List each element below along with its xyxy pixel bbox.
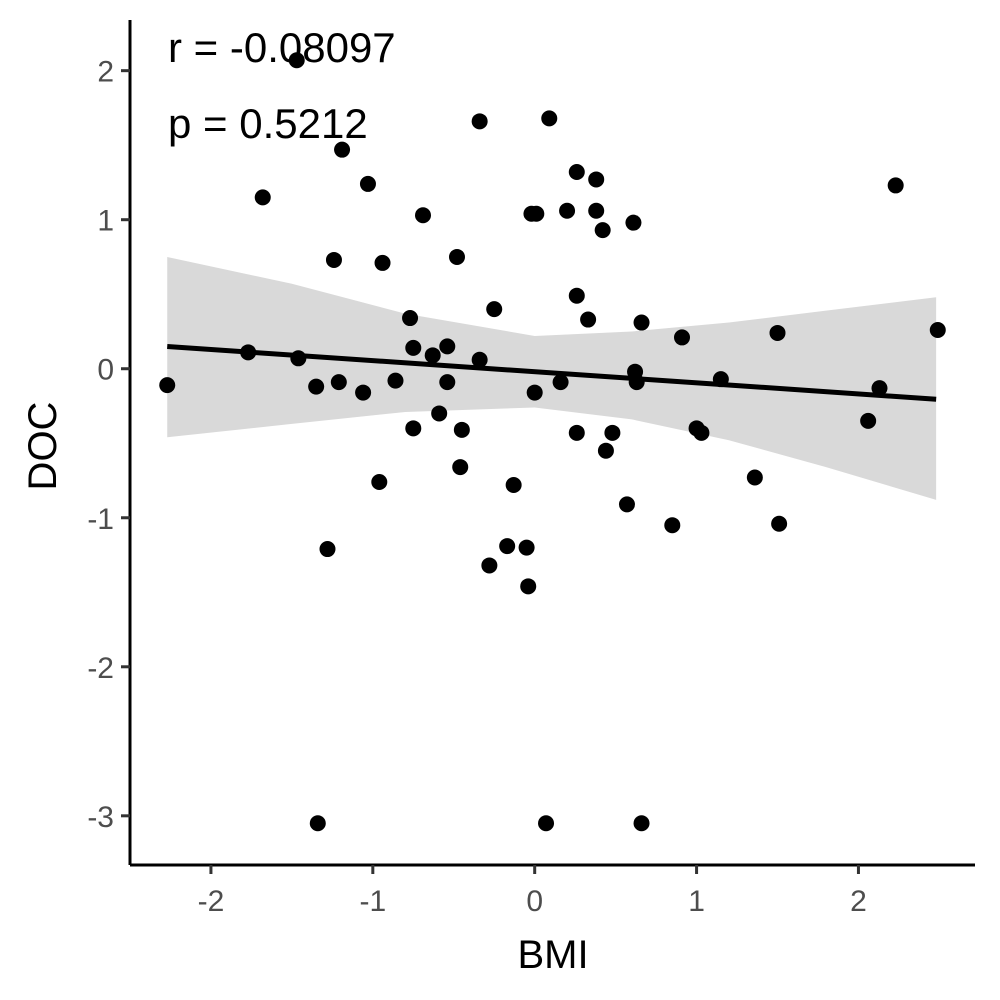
data-point xyxy=(439,374,456,391)
data-point xyxy=(588,202,605,219)
x-tick-label: 2 xyxy=(850,885,867,918)
data-point xyxy=(518,539,535,556)
data-point xyxy=(439,338,456,355)
data-point xyxy=(453,421,470,438)
data-point xyxy=(552,374,569,391)
data-point xyxy=(405,339,422,356)
data-point xyxy=(481,557,498,574)
data-point xyxy=(471,113,488,130)
data-point xyxy=(871,380,888,397)
x-tick-label: 0 xyxy=(526,885,543,918)
data-point xyxy=(528,205,545,222)
data-point xyxy=(371,473,388,490)
data-point xyxy=(860,412,877,429)
data-point xyxy=(308,378,325,395)
y-tick-label: -2 xyxy=(87,652,114,685)
data-point xyxy=(448,248,465,265)
data-point xyxy=(633,815,650,832)
data-point xyxy=(471,351,488,368)
p-value-annotation: p = 0.5212 xyxy=(168,100,368,147)
data-point xyxy=(597,442,614,459)
data-point xyxy=(452,459,469,476)
y-tick-label: -1 xyxy=(87,503,114,536)
x-tick-label: -2 xyxy=(198,885,225,918)
data-point xyxy=(771,515,788,532)
data-point xyxy=(240,344,257,361)
y-tick-label: -3 xyxy=(87,801,114,834)
x-tick-label: -1 xyxy=(359,885,386,918)
data-point xyxy=(568,164,585,181)
x-tick-label: 1 xyxy=(688,885,705,918)
data-point xyxy=(424,347,441,364)
data-points-layer xyxy=(159,52,946,832)
x-axis-ticks: -2 -1 0 1 2 xyxy=(198,865,867,918)
confidence-band-layer xyxy=(167,256,937,500)
y-axis-ticks: -3 -2 -1 0 1 2 xyxy=(87,56,130,834)
data-point xyxy=(526,384,543,401)
data-point xyxy=(594,222,611,239)
data-point xyxy=(625,214,642,231)
data-point xyxy=(588,171,605,188)
data-point xyxy=(431,405,448,422)
confidence-band xyxy=(167,256,937,500)
data-point xyxy=(319,541,336,558)
x-axis-title: BMI xyxy=(517,933,588,977)
data-point xyxy=(254,189,271,206)
data-point xyxy=(712,371,729,388)
data-point xyxy=(402,310,419,327)
data-point xyxy=(499,538,516,555)
data-point xyxy=(159,377,176,394)
data-point xyxy=(664,517,681,534)
data-point xyxy=(334,141,351,158)
data-point xyxy=(387,372,404,389)
data-point xyxy=(769,324,786,341)
data-point xyxy=(325,251,342,268)
data-point xyxy=(486,301,503,318)
data-point xyxy=(505,476,522,493)
data-point xyxy=(538,815,555,832)
data-point xyxy=(693,424,710,441)
data-point xyxy=(359,175,376,192)
data-point xyxy=(290,350,307,367)
data-point xyxy=(541,110,558,127)
data-point xyxy=(746,469,763,486)
data-point xyxy=(674,329,691,346)
y-tick-label: 0 xyxy=(97,354,114,387)
data-point xyxy=(633,314,650,331)
correlation-r-annotation: r = -0.08097 xyxy=(168,24,396,71)
data-point xyxy=(628,374,645,391)
data-point xyxy=(618,496,635,513)
y-axis-title: DOC xyxy=(21,402,65,491)
data-point xyxy=(330,374,347,391)
data-point xyxy=(568,287,585,304)
data-point xyxy=(929,321,946,338)
data-point xyxy=(604,424,621,441)
y-tick-label: 1 xyxy=(97,205,114,238)
data-point xyxy=(520,578,537,595)
data-point xyxy=(355,384,372,401)
data-point xyxy=(559,202,576,219)
data-point xyxy=(568,424,585,441)
data-point xyxy=(887,177,904,194)
data-point xyxy=(288,52,305,69)
y-tick-label: 2 xyxy=(97,56,114,89)
data-point xyxy=(405,420,422,437)
data-point xyxy=(580,311,597,328)
data-point xyxy=(374,254,391,271)
data-point xyxy=(414,207,431,224)
data-point xyxy=(309,815,326,832)
